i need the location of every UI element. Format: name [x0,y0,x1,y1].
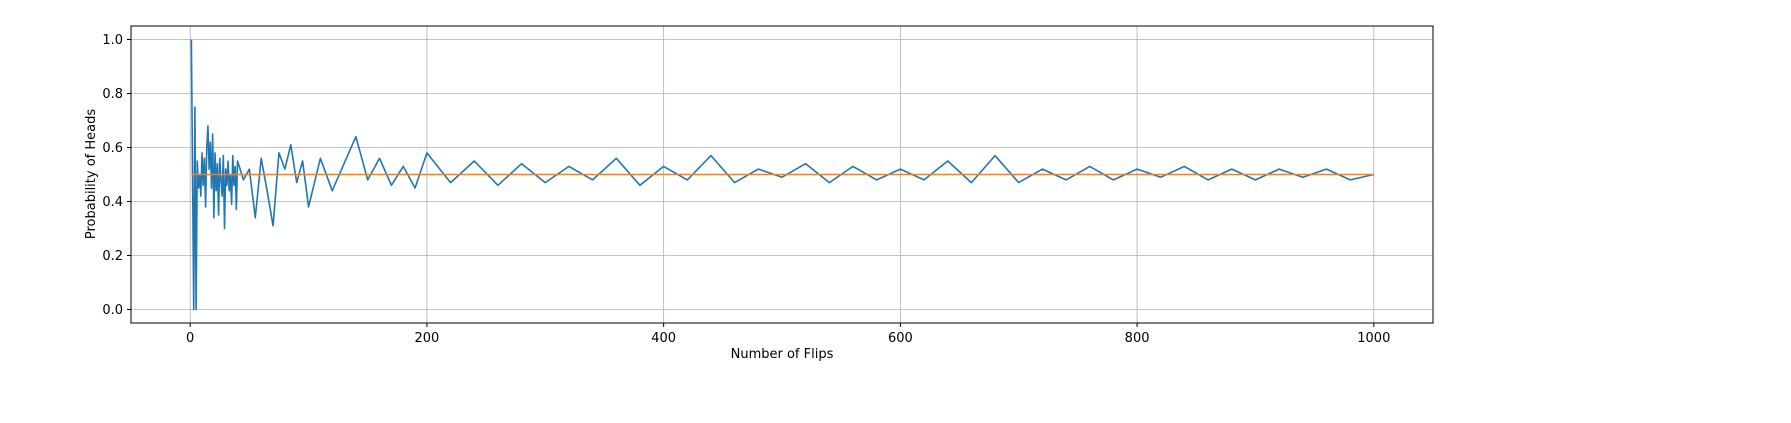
x-tick-label: 200 [414,331,439,346]
y-tick-label: 0.4 [102,195,123,210]
series-line-running-probability [190,39,1374,311]
plot-frame [130,25,1434,324]
y-tick-label: 0.2 [102,249,123,264]
y-tick-label: 0.8 [102,87,123,102]
x-tick-label: 0 [186,331,194,346]
x-axis-label: Number of Flips [731,347,834,362]
y-tick-label: 1.0 [102,33,123,48]
x-tick-label: 800 [1125,331,1150,346]
series-lines [190,39,1374,311]
y-tick-label: 0.0 [102,303,123,318]
x-tick-label: 1000 [1357,331,1390,346]
x-tick-label: 600 [888,331,913,346]
y-axis-label: Probability of Heads [84,109,99,240]
y-tick-label: 0.6 [102,141,123,156]
x-tick-label: 400 [651,331,676,346]
axis-ticks: 0 200 400 600 800 1000 0.0 0.2 0.4 0.6 0.8 1.0 [102,33,1390,346]
grid-lines [131,26,1433,323]
